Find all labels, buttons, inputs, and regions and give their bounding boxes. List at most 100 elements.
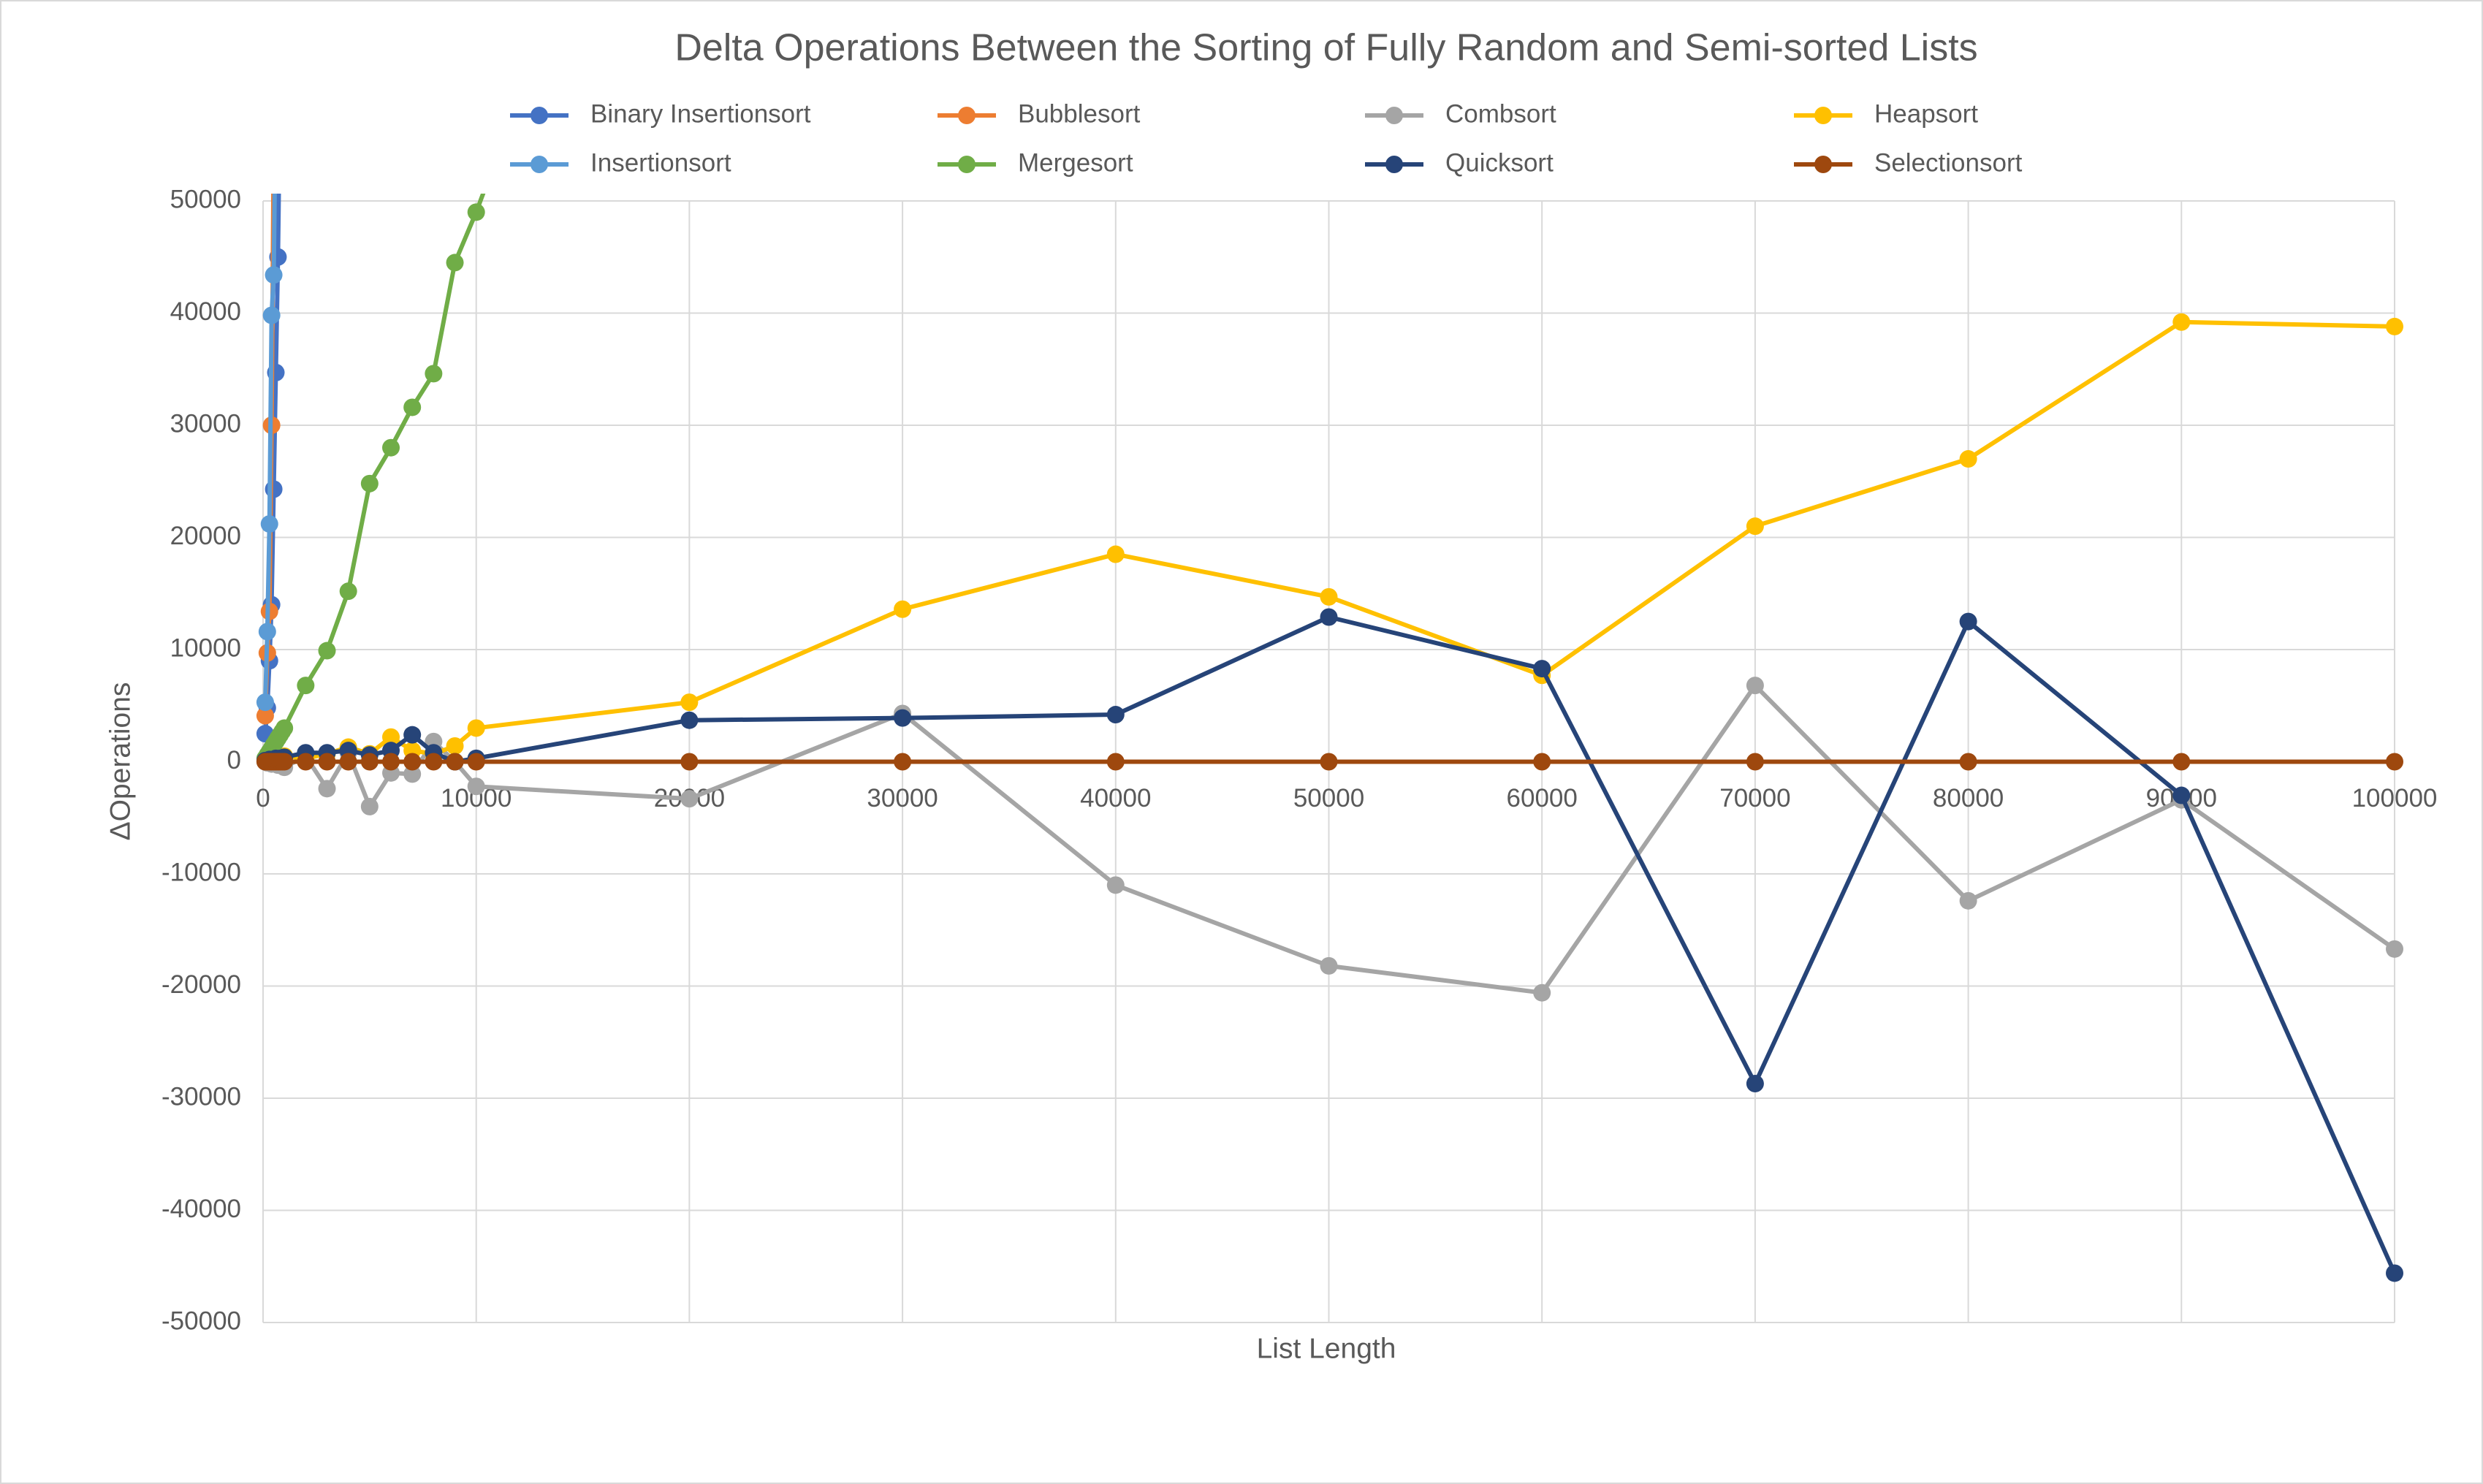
data-point bbox=[1320, 956, 1338, 975]
data-point bbox=[275, 753, 294, 771]
data-point bbox=[297, 677, 315, 695]
data-point bbox=[894, 753, 912, 771]
data-point bbox=[446, 737, 464, 756]
legend-marker bbox=[1385, 107, 1403, 124]
y-tick-label: 10000 bbox=[170, 633, 241, 662]
data-point bbox=[382, 728, 400, 746]
data-point bbox=[318, 780, 336, 798]
legend-marker bbox=[531, 156, 548, 173]
legend-label: Combsort bbox=[1445, 99, 1556, 128]
y-tick-label: -50000 bbox=[161, 1306, 241, 1335]
x-tick-label: 100000 bbox=[2352, 784, 2438, 813]
x-tick-label: 0 bbox=[256, 784, 270, 813]
data-point bbox=[260, 515, 278, 533]
data-point bbox=[1320, 587, 1338, 606]
data-point bbox=[894, 600, 912, 618]
y-tick-label: 40000 bbox=[170, 297, 241, 326]
data-point bbox=[446, 254, 464, 272]
legend: Binary Insertionsort Bubblesort Combsort He… bbox=[510, 99, 2023, 177]
legend-marker bbox=[1814, 156, 1832, 173]
data-point bbox=[403, 765, 422, 783]
legend-marker bbox=[958, 107, 976, 124]
data-point bbox=[360, 474, 379, 492]
data-point bbox=[318, 753, 336, 771]
data-point bbox=[2386, 940, 2403, 958]
data-point bbox=[1959, 612, 1977, 631]
data-point bbox=[2172, 753, 2191, 771]
data-point bbox=[1106, 876, 1125, 894]
data-point bbox=[403, 753, 422, 771]
data-point bbox=[680, 753, 699, 771]
data-point bbox=[2386, 1264, 2403, 1282]
data-point bbox=[680, 790, 699, 808]
data-point bbox=[1106, 706, 1125, 724]
x-tick-label: 80000 bbox=[1933, 784, 2004, 813]
legend-label: Binary Insertionsort bbox=[590, 99, 811, 128]
chart-title: Delta Operations Between the Sorting of … bbox=[674, 27, 1977, 69]
x-tick-label: 70000 bbox=[1719, 784, 1790, 813]
data-point bbox=[1746, 1075, 1764, 1093]
legend-marker bbox=[1814, 107, 1832, 124]
data-point bbox=[1533, 753, 1551, 771]
y-tick-label: 30000 bbox=[170, 409, 241, 438]
legend-label: Selectionsort bbox=[1874, 148, 2023, 177]
data-point bbox=[1533, 660, 1551, 678]
y-axis-title: ΔOperations bbox=[104, 682, 136, 841]
data-point bbox=[339, 582, 357, 601]
data-point bbox=[256, 707, 274, 725]
data-point bbox=[382, 438, 400, 457]
data-point bbox=[1533, 983, 1551, 1002]
data-point bbox=[297, 753, 315, 771]
x-tick-label: 60000 bbox=[1507, 784, 1578, 813]
data-point bbox=[318, 642, 336, 660]
y-tick-label: -20000 bbox=[161, 970, 241, 999]
data-point bbox=[467, 753, 485, 771]
data-point bbox=[360, 753, 379, 771]
data-point bbox=[1106, 545, 1125, 563]
data-point bbox=[680, 711, 699, 729]
plot-area bbox=[256, 194, 2403, 1282]
data-point bbox=[467, 719, 485, 737]
data-point bbox=[1746, 517, 1764, 536]
data-point bbox=[446, 753, 464, 771]
legend-marker bbox=[1385, 156, 1403, 173]
data-point bbox=[1106, 753, 1125, 771]
x-tick-label: 30000 bbox=[867, 784, 938, 813]
data-point bbox=[2172, 313, 2191, 331]
grid: -50000 -40000 -30000 -20000 -10000 0 10000 2000… bbox=[161, 185, 2437, 1335]
data-point bbox=[403, 726, 422, 744]
x-tick-label: 50000 bbox=[1293, 784, 1364, 813]
data-point bbox=[339, 753, 357, 771]
legend-label: Bubblesort bbox=[1018, 99, 1141, 128]
data-point bbox=[275, 719, 294, 737]
y-tick-label: 50000 bbox=[170, 185, 241, 213]
data-point bbox=[1320, 608, 1338, 626]
data-point bbox=[425, 753, 443, 771]
data-point bbox=[1320, 753, 1338, 771]
data-point bbox=[2386, 317, 2403, 335]
data-point bbox=[425, 365, 443, 383]
data-point bbox=[1746, 677, 1764, 695]
data-point bbox=[382, 753, 400, 771]
data-point bbox=[256, 693, 274, 712]
legend-label: Quicksort bbox=[1445, 148, 1554, 177]
legend-label: Insertionsort bbox=[590, 148, 731, 177]
data-point bbox=[403, 398, 422, 416]
data-point bbox=[467, 777, 485, 796]
data-point bbox=[467, 203, 485, 221]
legend-label: Heapsort bbox=[1874, 99, 1978, 128]
data-point bbox=[894, 709, 912, 727]
legend-label: Mergesort bbox=[1018, 148, 1133, 177]
data-point bbox=[1746, 753, 1764, 771]
data-point bbox=[258, 623, 276, 641]
data-point bbox=[2172, 786, 2191, 804]
series-line bbox=[262, 194, 277, 703]
data-point bbox=[360, 797, 379, 815]
data-point bbox=[1959, 891, 1977, 910]
y-tick-label: -30000 bbox=[161, 1082, 241, 1111]
data-point bbox=[1959, 450, 1977, 468]
y-tick-label: -10000 bbox=[161, 858, 241, 886]
data-point bbox=[2386, 753, 2403, 771]
